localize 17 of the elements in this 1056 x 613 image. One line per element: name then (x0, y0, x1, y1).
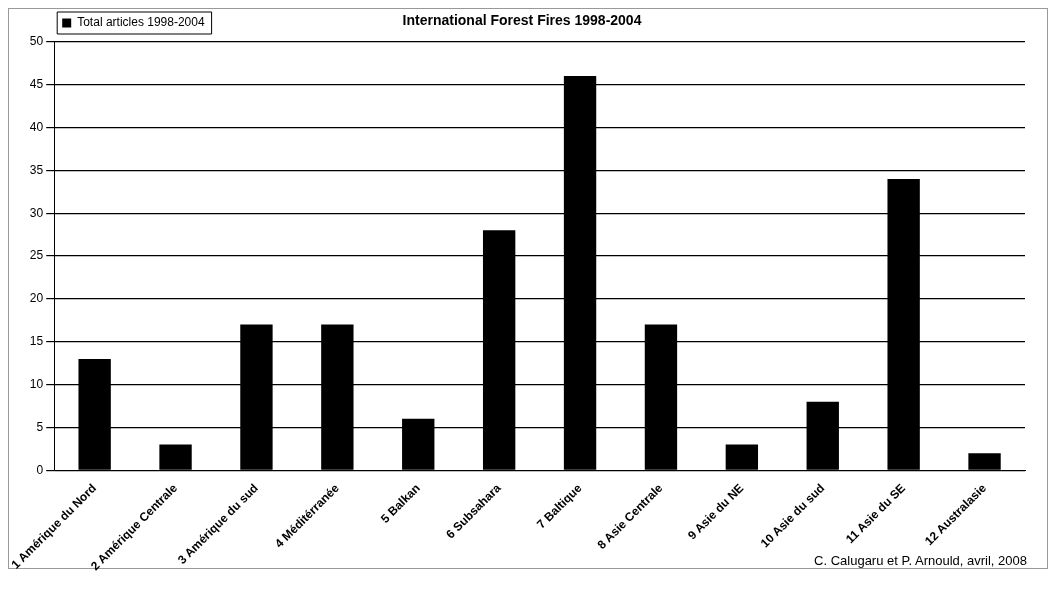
chart-title: International Forest Fires 1998-2004 (402, 12, 642, 29)
y-tick-label: 5 (36, 419, 44, 434)
y-tick-label: 25 (29, 248, 44, 263)
y-tick-label: 35 (29, 162, 44, 177)
y-tick-label: 10 (29, 376, 44, 391)
y-tick-label: 30 (29, 205, 44, 220)
text: C. Calugaru et P. Arnould, avril, 2008 (814, 553, 1027, 568)
y-tick-label: 20 (29, 291, 44, 306)
y-tick-label: 45 (29, 76, 44, 91)
y-tick-label: 0 (36, 462, 44, 477)
legend-label: Total articles 1998-2004 (77, 15, 205, 30)
y-tick-label: 15 (29, 334, 44, 349)
y-tick-label: 40 (29, 119, 44, 134)
y-tick-label: 50 (29, 34, 44, 49)
bar (159, 444, 192, 470)
bar (968, 453, 1001, 470)
bar (725, 444, 759, 470)
